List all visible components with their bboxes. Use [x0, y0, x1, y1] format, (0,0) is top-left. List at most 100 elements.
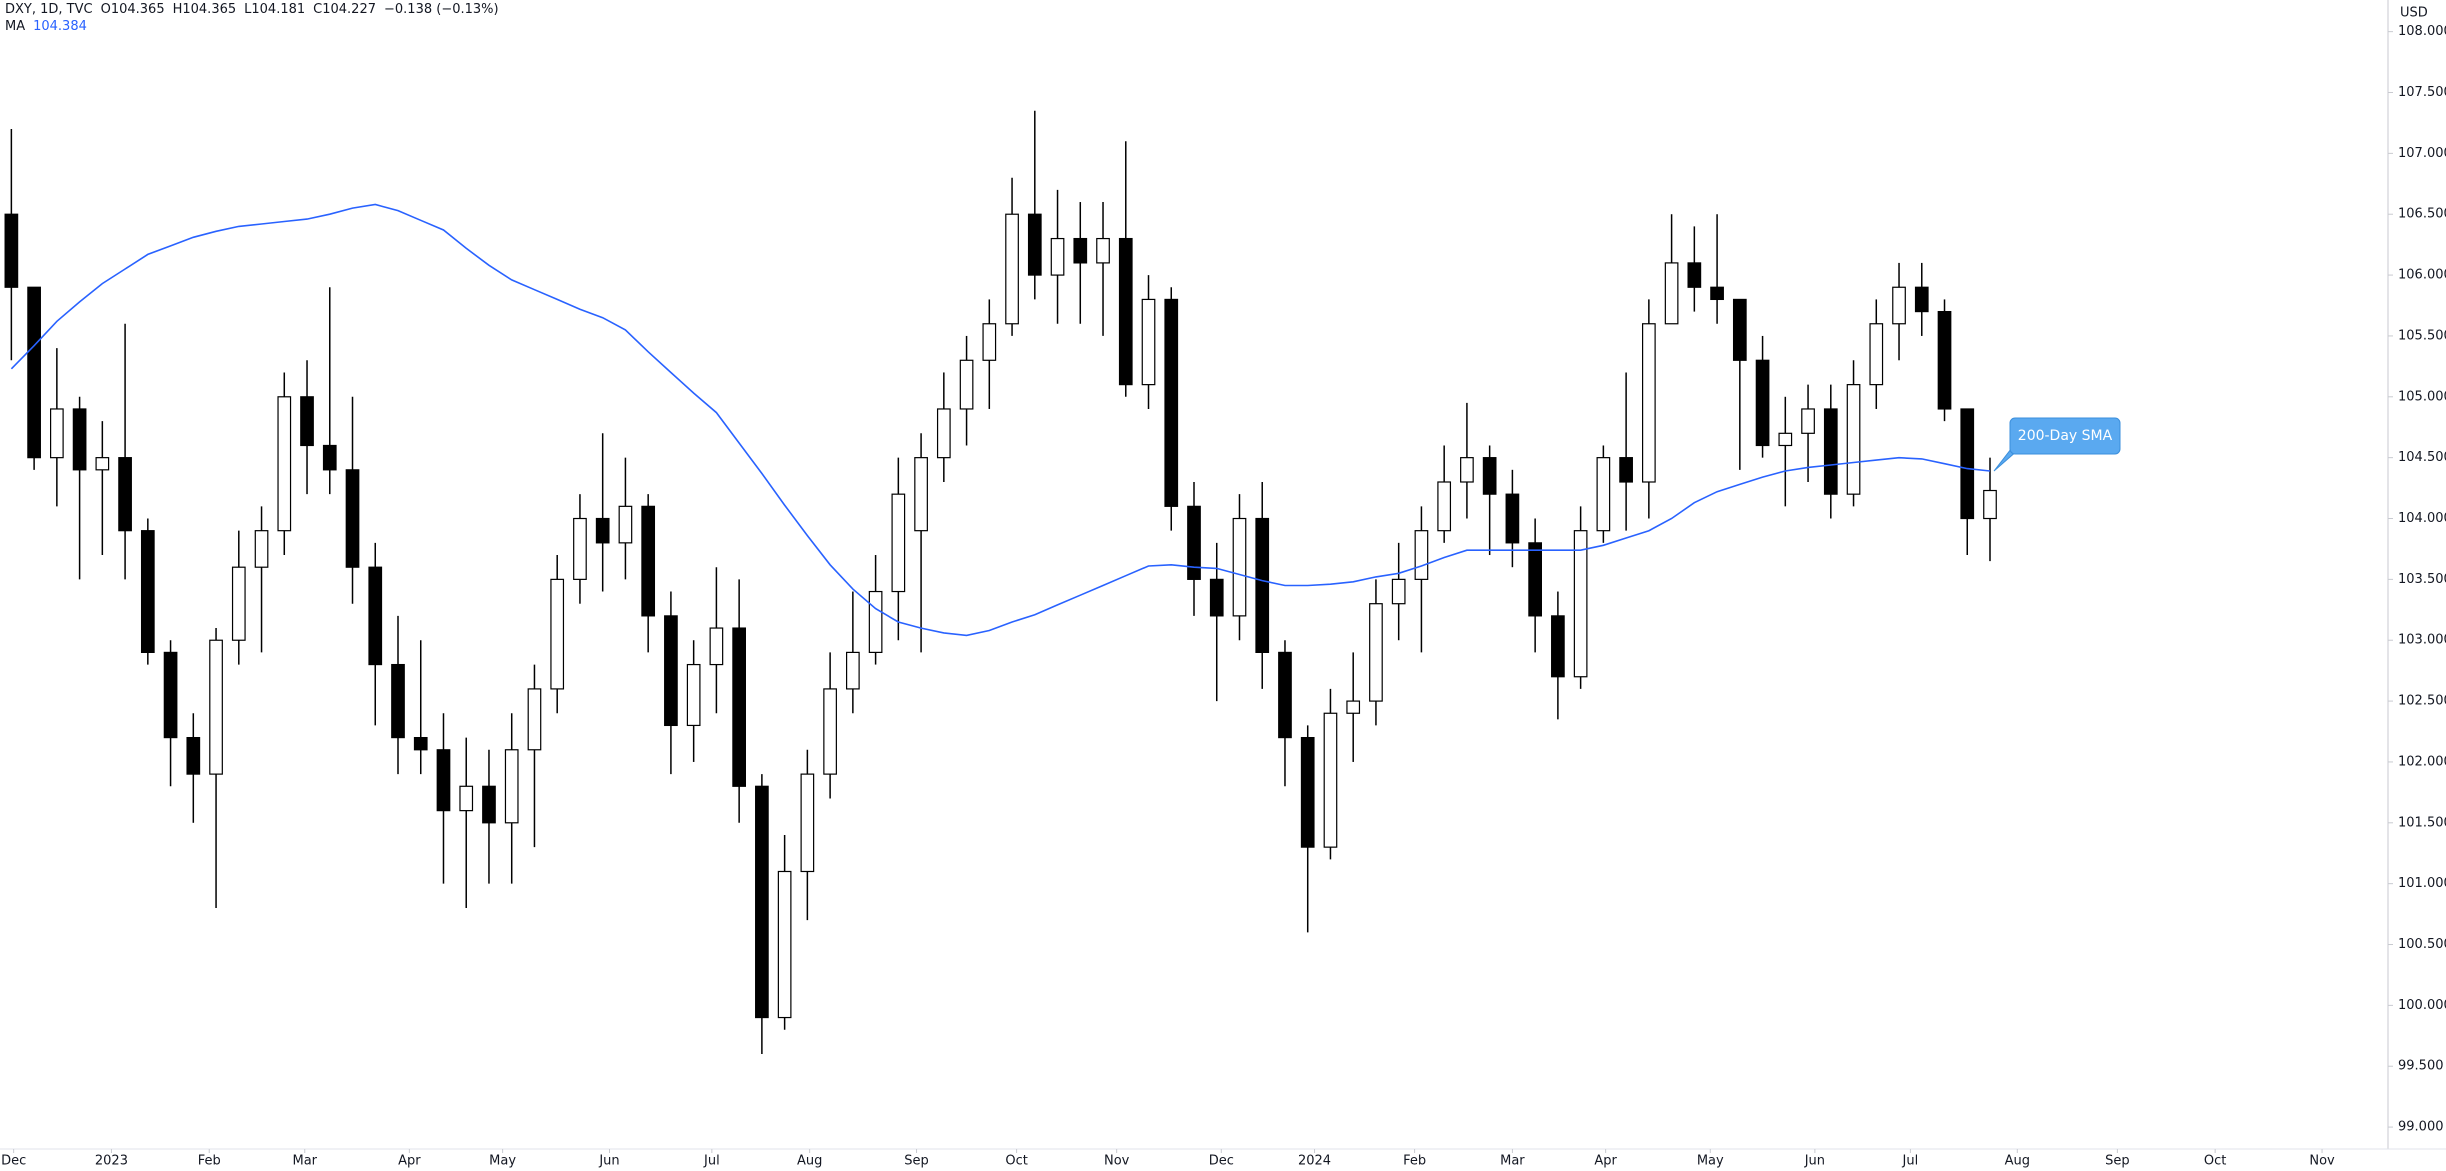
x-tick-label: Oct — [2204, 1154, 2226, 1169]
candle-body — [891, 493, 906, 593]
candle-body — [231, 566, 246, 641]
x-tick-label: Aug — [2005, 1154, 2030, 1169]
candle-body — [27, 286, 41, 459]
candle-body — [595, 517, 610, 544]
candle-body — [277, 396, 292, 532]
y-tick-label: 105.500 — [2398, 328, 2446, 343]
y-tick-label: 105.000 — [2398, 389, 2446, 404]
candle-body — [50, 408, 64, 459]
candle-body — [1846, 384, 1861, 495]
sma-line — [10, 203, 1991, 637]
candle-body — [459, 785, 474, 812]
candle-body — [345, 469, 360, 568]
y-tick-label: 106.000 — [2398, 268, 2446, 283]
x-tick-label: Feb — [1403, 1154, 1426, 1169]
y-tick-label: 103.000 — [2398, 633, 2446, 648]
candle-body — [1710, 286, 1724, 301]
candle-body — [1778, 432, 1793, 447]
y-tick-label: 102.000 — [2398, 754, 2446, 769]
candle-body — [1118, 237, 1133, 386]
candle-body — [527, 688, 542, 751]
x-tick-label: Apr — [1594, 1154, 1617, 1169]
y-tick-label: 100.000 — [2398, 998, 2446, 1013]
candle-body — [550, 578, 565, 690]
candle-body — [1369, 603, 1383, 702]
candle-body — [1892, 286, 1906, 325]
candle-body — [1755, 359, 1770, 447]
candle-body — [482, 785, 496, 824]
x-tick-label: 2024 — [1298, 1154, 1331, 1169]
y-tick-label: 100.500 — [2398, 937, 2446, 952]
candle-body — [1801, 408, 1815, 434]
candle-body — [1869, 323, 1884, 386]
candle-body — [1482, 457, 1497, 495]
candle-body — [1960, 408, 1975, 520]
y-tick-label: 106.500 — [2398, 207, 2446, 222]
candle-body — [368, 566, 383, 666]
x-tick-label: Nov — [2309, 1154, 2335, 1169]
x-tick-label: Sep — [904, 1154, 929, 1169]
candle-body — [1573, 530, 1588, 678]
x-tick-label: 2023 — [95, 1154, 128, 1169]
candle-body — [1096, 237, 1110, 264]
x-tick-label: May — [489, 1154, 516, 1169]
candle-body — [664, 615, 678, 727]
candle-body — [4, 213, 19, 288]
x-tick-label: Aug — [797, 1154, 822, 1169]
candle-body — [618, 505, 633, 544]
x-tick-label: Oct — [1005, 1154, 1027, 1169]
candle-body — [1187, 505, 1201, 580]
candle-body — [1596, 457, 1611, 532]
candle-body — [914, 457, 928, 532]
open: O104.365 — [100, 2, 165, 17]
legend-header: DXY, 1D, TVC O104.365 H104.365 L104.181 C104… — [5, 2, 507, 17]
x-tick-label: Jun — [598, 1154, 619, 1169]
candle-body — [1642, 323, 1656, 483]
x-tick-label: Jul — [1902, 1154, 1919, 1169]
candle-body — [72, 408, 87, 471]
ma-name: MA — [5, 19, 26, 34]
x-tick-label: Mar — [292, 1154, 317, 1169]
y-tick-label: 102.500 — [2398, 694, 2446, 709]
currency-label: USD — [2400, 6, 2428, 21]
low: L104.181 — [244, 2, 306, 17]
annotation-text: 200-Day SMA — [2018, 428, 2113, 444]
y-tick-label: 101.500 — [2398, 815, 2446, 830]
candle-body — [1732, 298, 1747, 361]
y-tick-label: 107.500 — [2398, 85, 2446, 100]
x-tick-label: Apr — [398, 1154, 421, 1169]
candle-body — [1664, 262, 1679, 325]
candle-body — [186, 736, 201, 775]
candle-body — [1050, 237, 1065, 276]
candle-body — [413, 736, 428, 751]
candle-body — [1619, 457, 1633, 483]
candle-body — [936, 408, 951, 459]
candle-body — [1391, 578, 1406, 605]
candle-body — [1346, 700, 1361, 714]
candle-body — [641, 505, 656, 617]
candle-body — [1914, 286, 1929, 313]
candle-body — [322, 444, 337, 471]
candle-body — [1005, 213, 1019, 325]
y-tick-label: 99.500 — [2398, 1059, 2444, 1074]
x-tick-label: Mar — [1500, 1154, 1525, 1169]
candle-body — [1823, 408, 1838, 495]
annotation-box — [2009, 417, 2121, 455]
y-tick-label: 107.000 — [2398, 146, 2446, 161]
change: −0.138 (−0.13%) — [384, 2, 499, 17]
candle-body — [1460, 457, 1474, 483]
candle-body — [1141, 298, 1156, 386]
candle-body — [686, 663, 701, 727]
x-tick-label: Jun — [1804, 1154, 1825, 1169]
candle-body — [504, 749, 519, 824]
symbol: DXY, 1D, TVC — [5, 2, 93, 17]
x-tick-label: Sep — [2105, 1154, 2130, 1169]
candle-body — [209, 639, 223, 775]
high: H104.365 — [172, 2, 237, 17]
y-tick-label: 99.000 — [2398, 1120, 2444, 1135]
candle-body — [732, 627, 746, 787]
y-tick-label: 104.500 — [2398, 450, 2446, 465]
candle-body — [391, 663, 405, 739]
